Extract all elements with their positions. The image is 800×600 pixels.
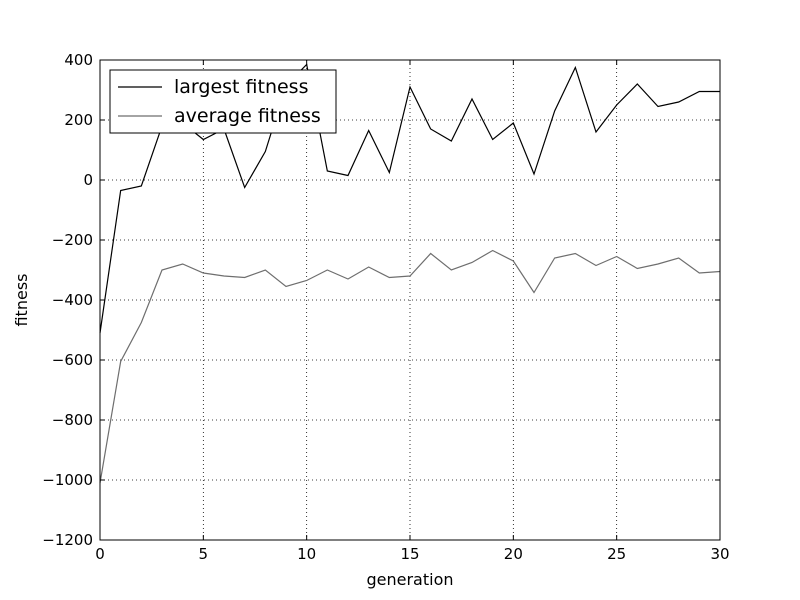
legend-label-largest-fitness: largest fitness — [174, 76, 308, 98]
y-tick-label: −400 — [52, 291, 93, 309]
y-tick-label: −600 — [52, 351, 93, 369]
x-tick-label: 5 — [199, 545, 209, 563]
y-tick-label: 200 — [64, 111, 93, 129]
y-tick-label: 400 — [64, 51, 93, 69]
y-tick-label: −1000 — [42, 471, 93, 489]
x-tick-label: 20 — [504, 545, 523, 563]
x-tick-label: 30 — [710, 545, 729, 563]
legend-label-average-fitness: average fitness — [174, 105, 321, 127]
y-tick-label: −1200 — [42, 531, 93, 549]
x-tick-label: 0 — [95, 545, 105, 563]
axis-ticks — [99, 59, 721, 541]
x-tick-label: 25 — [607, 545, 626, 563]
x-tick-label: 10 — [297, 545, 316, 563]
series-line-largest-fitness — [99, 63, 720, 334]
legend-box — [109, 69, 337, 134]
x-tick-label: 15 — [400, 545, 419, 563]
y-tick-label: −200 — [52, 231, 93, 249]
legend: largest fitness average fitness — [109, 69, 337, 134]
x-axis-label: generation — [366, 570, 453, 589]
series-line-average-fitness — [99, 249, 721, 484]
y-tick-label: 0 — [83, 171, 93, 189]
y-tick-label: −800 — [52, 411, 93, 429]
tick-labels: 0 5 10 15 20 25 30 −1200 −1000 −800 −600 −400 −200 0 2… — [42, 51, 729, 563]
series-layer — [99, 63, 721, 484]
grid-lines — [100, 60, 720, 540]
y-axis-label: fitness — [12, 273, 31, 326]
